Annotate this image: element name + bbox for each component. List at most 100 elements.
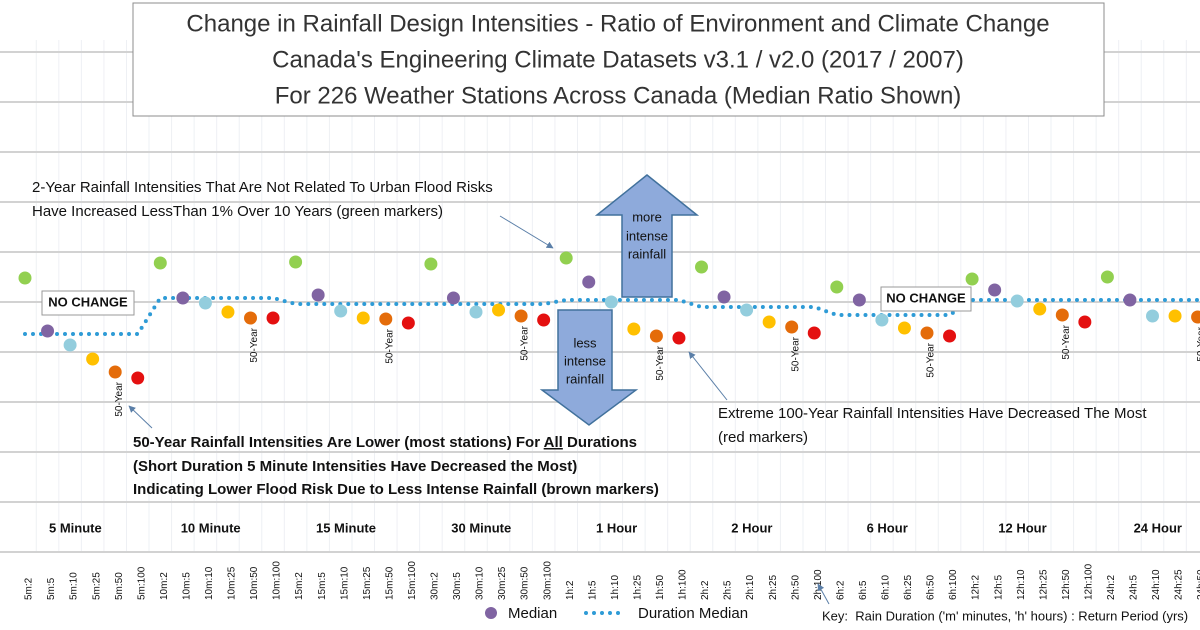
x-tick-label: 10m:5 [181, 572, 192, 600]
annotation-part: 50-Year Rainfall Intensities Are Lower (… [133, 434, 544, 451]
x-tick-label: 24h:25 [1174, 569, 1185, 600]
title-box [132, 2, 1105, 117]
data-point [807, 326, 821, 340]
x-tick-label: 15m:50 [384, 566, 395, 600]
x-tick-label: 12h:2 [971, 575, 982, 600]
x-tick-label: 6h:25 [903, 575, 914, 600]
no-change-label: NO CHANGE [48, 294, 128, 309]
data-point [244, 311, 257, 325]
data-point [1146, 309, 1159, 323]
legend-label: Duration Median [638, 605, 748, 622]
duration-label: 12 Hour [998, 520, 1046, 535]
x-tick-label: 15m:25 [362, 566, 373, 600]
x-tick-label: 1h:10 [610, 575, 621, 600]
data-point [649, 329, 663, 343]
data-point [920, 326, 934, 340]
fifty-year-label: 50-Year [384, 328, 395, 363]
data-point [131, 371, 145, 385]
x-tick-label: 30m:25 [497, 566, 508, 600]
x-tick-label: 15m:10 [339, 566, 350, 600]
data-point [875, 313, 889, 327]
data-point [356, 311, 370, 325]
chart-subtitle: Canada's Engineering Climate Datasets v3… [272, 46, 964, 73]
chart-subtitle: For 226 Weather Stations Across Canada (… [275, 82, 962, 109]
x-tick-label: 10m:2 [159, 572, 170, 600]
fifty-year-label: 50-Year [1196, 326, 1200, 361]
duration-label: 6 Hour [867, 520, 908, 535]
data-point [695, 260, 708, 274]
duration-label: 30 Minute [451, 520, 511, 535]
x-tick-label: 15m:5 [317, 572, 328, 600]
data-point [672, 331, 686, 345]
fifty-year-label: 50-Year [790, 336, 801, 371]
x-tick-label: 5m:2 [24, 577, 35, 600]
data-point [289, 255, 303, 269]
data-point [1100, 270, 1114, 284]
x-tick-label: 5m:5 [46, 577, 57, 600]
data-point [379, 312, 393, 326]
fifty-year-label: 50-Year [1061, 324, 1072, 359]
x-tick-label: 6h:100 [948, 569, 959, 600]
duration-label: 1 Hour [596, 520, 637, 535]
annotation: 50-Year Rainfall Intensities Are Lower (… [133, 434, 637, 451]
fifty-year-label: 50-Year [655, 345, 666, 380]
x-tick-label: 6h:5 [858, 580, 869, 600]
data-point [1033, 302, 1047, 316]
x-tick-label: 2h:5 [723, 580, 734, 600]
x-tick-label: 24h:5 [1129, 575, 1140, 600]
x-tick-label: 2h:2 [700, 580, 711, 600]
no-change-box [880, 286, 972, 312]
duration-label: 5 Minute [49, 520, 102, 535]
x-tick-label: 10m:25 [227, 566, 238, 600]
data-point [153, 256, 167, 270]
data-point [266, 311, 280, 325]
duration-label: 15 Minute [316, 520, 376, 535]
x-tick-label: 6h:50 [926, 575, 937, 600]
data-point [627, 322, 641, 336]
annotation: Indicating Lower Flood Risk Due to Less … [133, 481, 659, 498]
data-point [1123, 293, 1137, 307]
x-tick-label: 5m:25 [91, 572, 102, 600]
arrow-label: more [632, 209, 662, 224]
data-point [740, 303, 754, 317]
data-point [424, 257, 438, 271]
data-point [965, 272, 979, 286]
annotation-part: All [544, 434, 563, 451]
data-point [559, 251, 573, 265]
data-point [830, 280, 844, 294]
data-point [1010, 294, 1024, 308]
annotation: (red markers) [718, 429, 808, 446]
no-change-box [41, 290, 135, 316]
data-point [897, 321, 911, 335]
x-tick-label: 30m:10 [475, 566, 486, 600]
annotation-arrow [128, 405, 153, 429]
annotation-arrow [817, 583, 830, 605]
x-tick-label: 12h:5 [993, 575, 1004, 600]
x-tick-label: 24h:2 [1106, 575, 1117, 600]
x-tick-label: 30m:2 [430, 572, 441, 600]
x-tick-label: 10m:100 [272, 561, 283, 600]
chart-title: Change in Rainfall Design Intensities - … [186, 10, 1049, 37]
x-tick-label: 6h:2 [835, 580, 846, 600]
data-point [401, 316, 415, 330]
x-tick-label: 5m:100 [136, 566, 147, 600]
x-tick-label: 1h:25 [632, 575, 643, 600]
data-point [469, 305, 483, 319]
annotation: Extreme 100-Year Rainfall Intensities Ha… [718, 405, 1147, 422]
x-tick-label: 2h:10 [745, 575, 756, 600]
data-point [1055, 308, 1069, 322]
arrow-label: rainfall [566, 371, 604, 386]
data-point [582, 275, 596, 289]
x-tick-label: 12h:25 [1038, 569, 1049, 600]
data-point [943, 329, 957, 343]
data-point [86, 352, 100, 366]
legend: Median Duration Median [485, 605, 748, 622]
annotation: 2-Year Rainfall Intensities That Are Not… [32, 179, 493, 196]
plot: 50-Year 50-Year 50-Year 50-Year 50-Year 50-Ye… [18, 251, 1200, 417]
arrow-label: rainfall [628, 246, 666, 261]
arrow-label: intense [564, 353, 606, 368]
data-point [1168, 309, 1182, 323]
down-arrow [539, 309, 639, 426]
annotation: Have Increased LessThan 1% Over 10 Years… [32, 203, 443, 220]
x-tick-label: 1h:100 [678, 569, 689, 600]
